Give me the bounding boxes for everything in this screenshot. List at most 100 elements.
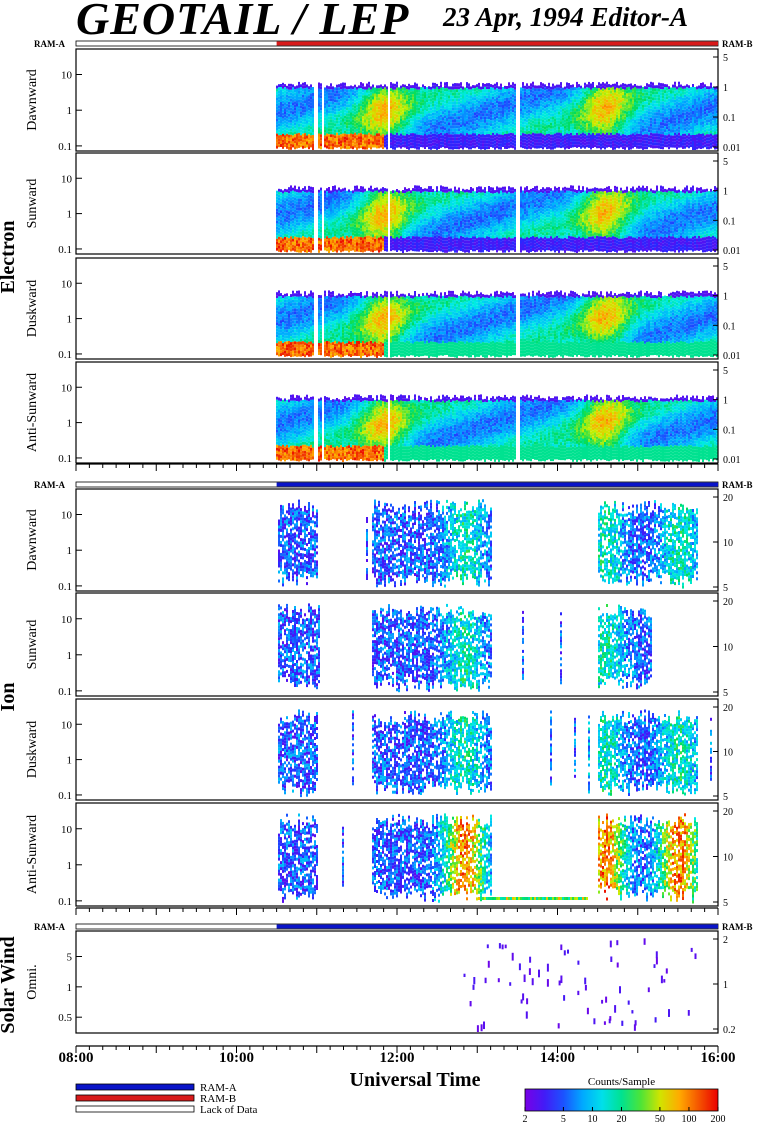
y-tick-label-right: 5 xyxy=(723,53,728,64)
panel-label: Dawnward xyxy=(25,69,40,130)
y-tick-label-left: 1 xyxy=(67,314,73,326)
y-tick-label-left: 1 xyxy=(67,860,73,872)
y-tick-label-left: 0.1 xyxy=(58,686,72,698)
y-tick-label-left: 1 xyxy=(67,418,73,430)
y-tick-label-left: 0.5 xyxy=(58,1012,72,1024)
y-tick-label-right: 20 xyxy=(723,493,733,504)
legend-label: Lack of Data xyxy=(200,1104,258,1116)
y-tick-label-right: 5 xyxy=(723,157,728,168)
y-tick-label-right: 0.01 xyxy=(723,246,741,257)
y-tick-label-left: 1 xyxy=(67,755,73,767)
y-tick-label-left: 0.1 xyxy=(58,790,72,802)
y-tick-label-left: 10 xyxy=(61,614,73,626)
y-tick-label-left: 10 xyxy=(61,70,73,82)
y-tick-label-left: 5 xyxy=(67,952,73,964)
y-tick-label-right: 10 xyxy=(723,853,733,864)
electron-spectrogram xyxy=(276,185,718,253)
y-tick-label-left: 10 xyxy=(61,824,73,836)
solarwind-spectrogram xyxy=(464,938,697,1032)
legend-swatch xyxy=(76,1106,194,1112)
y-tick-label-right: 20 xyxy=(723,807,733,818)
group-label: Ion xyxy=(0,683,19,712)
y-tick-label-right: 0.01 xyxy=(723,455,741,466)
y-tick-label-left: 1 xyxy=(67,209,73,221)
colorbar-tick-label: 100 xyxy=(681,1114,696,1125)
y-tick-label-right: 20 xyxy=(723,597,733,608)
x-tick-label: 16:00 xyxy=(701,1050,736,1066)
y-tick-label-left: 10 xyxy=(61,510,73,522)
panel-label: Anti-Sunward xyxy=(25,815,40,894)
group-label: Solar Wind xyxy=(0,936,19,1033)
y-tick-label-left: 0.1 xyxy=(58,349,72,361)
ion-spectrogram xyxy=(278,813,698,903)
colorbar-tick-label: 20 xyxy=(617,1114,627,1125)
colorbar-tick-label: 5 xyxy=(561,1114,566,1125)
mode-bar-fill xyxy=(277,483,718,487)
y-tick-label-left: 10 xyxy=(61,173,73,185)
y-tick-label-left: 1 xyxy=(67,650,73,662)
y-tick-label-right: 0.1 xyxy=(723,216,736,227)
y-tick-label-right: 1 xyxy=(723,396,728,407)
panel-label: Duskward xyxy=(25,721,40,779)
y-tick-label-right: 5 xyxy=(723,366,728,377)
y-tick-label-right: 10 xyxy=(723,643,733,654)
panel-label: Anti-Sunward xyxy=(25,373,40,452)
x-tick-label: 12:00 xyxy=(380,1050,415,1066)
y-tick-label-left: 1 xyxy=(67,982,73,994)
y-tick-label-left: 1 xyxy=(67,545,73,557)
y-tick-label-left: 0.1 xyxy=(58,896,72,908)
x-tick-label: 10:00 xyxy=(219,1050,254,1066)
electron-spectrogram xyxy=(276,394,718,462)
mode-bar-right-label: RAM-B xyxy=(722,39,753,49)
electron-spectrogram xyxy=(276,290,718,358)
y-tick-label-left: 10 xyxy=(61,382,73,394)
mode-bar-fill xyxy=(277,42,718,46)
y-tick-label-right: 2 xyxy=(723,935,728,946)
y-tick-label-left: 10 xyxy=(61,719,73,731)
panel-label: Sunward xyxy=(25,179,40,229)
y-tick-label-right: 5 xyxy=(723,688,728,699)
colorbar-tick-label: 10 xyxy=(587,1114,597,1125)
spectrogram-images xyxy=(276,82,718,1032)
panel-label: Omni. xyxy=(25,964,40,999)
panel-label: Duskward xyxy=(25,280,40,338)
mode-bar-left-label: RAM-A xyxy=(34,39,65,49)
y-tick-label-right: 1 xyxy=(723,83,728,94)
y-tick-label-right: 1 xyxy=(723,187,728,198)
x-axis-label: Universal Time xyxy=(350,1069,481,1091)
y-tick-label-right: 10 xyxy=(723,748,733,759)
y-tick-label-right: 0.1 xyxy=(723,113,736,124)
y-tick-label-left: 0.1 xyxy=(58,141,72,153)
mode-bar-left-label: RAM-A xyxy=(34,480,65,490)
colorbar-title: Counts/Sample xyxy=(588,1076,655,1088)
y-tick-label-right: 20 xyxy=(723,703,733,714)
y-tick-label-right: 5 xyxy=(723,898,728,909)
y-tick-label-left: 0.1 xyxy=(58,581,72,593)
y-tick-label-right: 5 xyxy=(723,792,728,803)
panel-frame xyxy=(76,931,718,1033)
y-tick-label-right: 5 xyxy=(723,262,728,273)
y-tick-label-right: 1 xyxy=(723,292,728,303)
y-tick-label-left: 0.1 xyxy=(58,244,72,256)
panel-label: Sunward xyxy=(25,620,40,670)
mode-bar-fill xyxy=(277,925,718,929)
colorbar-tick-label: 2 xyxy=(523,1114,528,1125)
y-tick-label-right: 1 xyxy=(723,980,728,991)
group-label: Electron xyxy=(0,221,19,294)
y-tick-label-left: 0.1 xyxy=(58,453,72,465)
mode-bar-right-label: RAM-B xyxy=(722,480,753,490)
y-tick-label-right: 10 xyxy=(723,538,733,549)
y-tick-label-right: 0.01 xyxy=(723,143,741,154)
spectrogram-figure: RAM-A RAM-B 10 1 0.1 5 1 0.1 0.01 Dawnward 10 1 0.1 5… xyxy=(0,0,762,1128)
y-tick-label-right: 0.01 xyxy=(723,351,741,362)
mode-bar-right-label: RAM-B xyxy=(722,922,753,932)
panel-label: Dawnward xyxy=(25,509,40,570)
legend-swatch xyxy=(76,1084,194,1090)
ion-spectrogram xyxy=(278,603,652,692)
x-tick-label: 08:00 xyxy=(59,1050,94,1066)
y-tick-label-right: 5 xyxy=(723,583,728,594)
y-tick-label-left: 1 xyxy=(67,105,73,117)
y-tick-label-right: 0.1 xyxy=(723,321,736,332)
y-tick-label-left: 10 xyxy=(61,278,73,290)
electron-spectrogram xyxy=(276,82,718,150)
